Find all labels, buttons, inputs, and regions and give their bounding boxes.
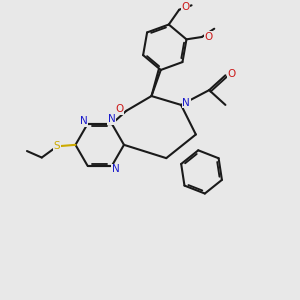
Text: N: N <box>108 114 116 124</box>
Text: O: O <box>204 32 212 42</box>
Text: O: O <box>116 104 124 114</box>
Text: N: N <box>112 164 119 174</box>
Text: O: O <box>182 2 190 12</box>
Text: S: S <box>54 141 61 151</box>
Text: N: N <box>80 116 88 127</box>
Text: O: O <box>228 69 236 79</box>
Text: N: N <box>182 98 190 107</box>
